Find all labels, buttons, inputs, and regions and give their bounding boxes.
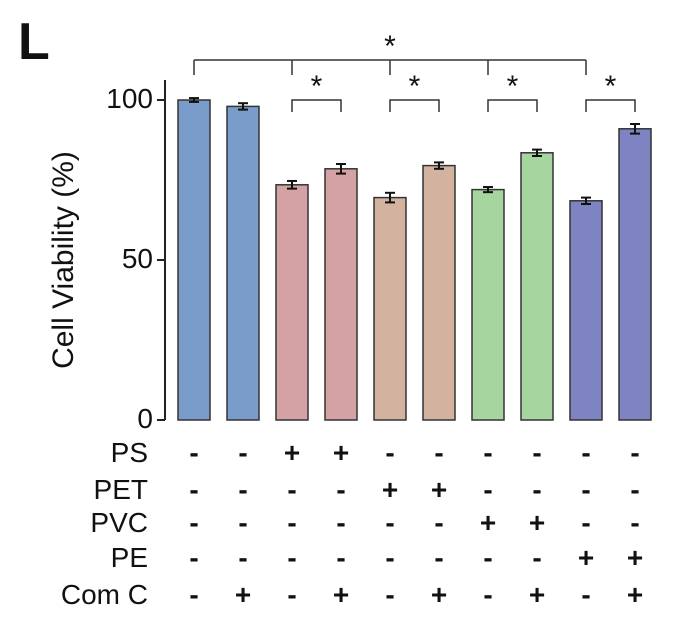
minus-sign: -	[385, 542, 395, 573]
significance-star: *	[506, 70, 519, 103]
plus-sign: +	[577, 542, 595, 573]
significance-bracket	[291, 99, 342, 112]
plus-sign: +	[234, 579, 252, 610]
bar	[520, 152, 554, 421]
significance-star: *	[408, 70, 421, 103]
significance-bracket	[585, 99, 636, 112]
bar	[177, 99, 211, 421]
bar	[471, 188, 505, 421]
minus-sign: -	[238, 507, 248, 538]
minus-sign: -	[532, 542, 542, 573]
bar	[226, 105, 260, 421]
minus-sign: -	[287, 474, 297, 505]
significance-star: *	[604, 70, 617, 103]
y-tick-label: 100	[106, 83, 153, 114]
condition-label: PET	[93, 474, 148, 505]
panel-label: L	[18, 13, 50, 71]
minus-sign: -	[189, 579, 199, 610]
minus-sign: -	[434, 507, 444, 538]
bar	[422, 164, 456, 421]
minus-sign: -	[630, 437, 640, 468]
plus-sign: +	[332, 437, 350, 468]
minus-sign: -	[189, 474, 199, 505]
plus-sign: +	[626, 542, 644, 573]
plus-sign: +	[528, 579, 546, 610]
minus-sign: -	[483, 474, 493, 505]
minus-sign: -	[238, 474, 248, 505]
significance-star: *	[310, 70, 323, 103]
minus-sign: -	[581, 507, 591, 538]
significance-bracket	[487, 99, 538, 112]
minus-sign: -	[336, 474, 346, 505]
minus-sign: -	[385, 579, 395, 610]
minus-sign: -	[581, 437, 591, 468]
minus-sign: -	[287, 579, 297, 610]
bar	[324, 168, 358, 421]
bar	[618, 128, 652, 421]
minus-sign: -	[581, 579, 591, 610]
condition-label: PE	[110, 542, 148, 573]
minus-sign: -	[385, 507, 395, 538]
minus-sign: -	[630, 507, 640, 538]
y-tick-label: 50	[121, 243, 153, 274]
significance-bracket	[389, 99, 440, 112]
minus-sign: -	[434, 542, 444, 573]
plus-sign: +	[479, 507, 497, 538]
minus-sign: -	[532, 437, 542, 468]
minus-sign: -	[238, 437, 248, 468]
minus-sign: -	[238, 542, 248, 573]
minus-sign: -	[189, 542, 199, 573]
plus-sign: +	[430, 474, 448, 505]
minus-sign: -	[483, 579, 493, 610]
minus-sign: -	[434, 437, 444, 468]
plus-sign: +	[430, 579, 448, 610]
bar	[373, 196, 407, 421]
minus-sign: -	[189, 437, 199, 468]
bar	[275, 184, 309, 421]
minus-sign: -	[581, 474, 591, 505]
minus-sign: -	[287, 542, 297, 573]
condition-label: Com C	[60, 579, 148, 610]
significance-star: *	[384, 30, 396, 63]
minus-sign: -	[189, 507, 199, 538]
plus-sign: +	[283, 437, 301, 468]
minus-sign: -	[336, 507, 346, 538]
bar	[569, 200, 603, 421]
plus-sign: +	[528, 507, 546, 538]
plus-sign: +	[332, 579, 350, 610]
plus-sign: +	[381, 474, 399, 505]
plus-sign: +	[626, 579, 644, 610]
condition-label: PVC	[90, 507, 148, 538]
y-tick-label: 0	[137, 403, 153, 434]
minus-sign: -	[483, 542, 493, 573]
condition-label: PS	[110, 437, 148, 468]
minus-sign: -	[630, 474, 640, 505]
minus-sign: -	[336, 542, 346, 573]
minus-sign: -	[532, 474, 542, 505]
minus-sign: -	[385, 437, 395, 468]
minus-sign: -	[483, 437, 493, 468]
minus-sign: -	[287, 507, 297, 538]
